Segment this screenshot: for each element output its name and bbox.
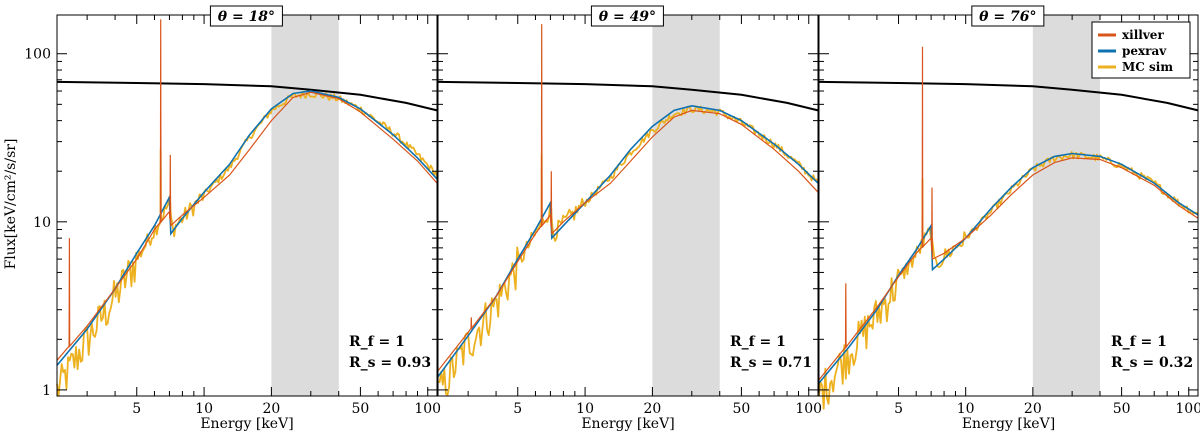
- annotation-rf: R_f = 1: [349, 334, 405, 350]
- incident-spectrum-line: [818, 80, 1199, 112]
- y-tick-label: 1: [42, 383, 51, 399]
- x-tick-label: 100: [414, 401, 441, 417]
- x-axis-label: Energy [keV]: [962, 416, 1055, 432]
- y-tick-label: 100: [24, 47, 51, 63]
- x-axis-label: Energy [keV]: [581, 416, 674, 432]
- legend-label-pexrav: pexrav: [1122, 44, 1167, 58]
- x-tick-label: 100: [1175, 401, 1200, 417]
- series-pexrav: [437, 104, 819, 378]
- x-tick-label: 5: [513, 401, 522, 417]
- annotation-rf: R_f = 1: [1111, 334, 1167, 350]
- y-tick-label: 10: [33, 215, 51, 231]
- series-mc-sim: [437, 105, 819, 396]
- annotation-rf: R_f = 1: [730, 334, 786, 350]
- x-tick-label: 20: [262, 401, 280, 417]
- legend: xillver pexrav MC sim: [1091, 21, 1191, 79]
- x-tick-label: 10: [576, 401, 594, 417]
- x-tick-label: 10: [957, 401, 975, 417]
- shaded-band: [1032, 15, 1100, 396]
- shaded-band: [271, 15, 339, 396]
- panel-title-box: θ = 18°: [209, 5, 283, 27]
- x-tick-label: 20: [1024, 401, 1042, 417]
- annotation-rs: R_s = 0.71: [730, 355, 812, 371]
- panel-theta-18: 5 10 20 50 100 1 10 100 θ = 18° R_f = 1 R_s = 0…: [24, 5, 441, 432]
- incident-spectrum-line: [437, 80, 819, 112]
- x-tick-label: 100: [795, 401, 822, 417]
- panel-title: θ = 18°: [218, 9, 275, 25]
- annotation-rs: R_s = 0.32: [1111, 355, 1193, 371]
- x-tick-label: 50: [351, 401, 369, 417]
- x-tick-label: 5: [132, 401, 141, 417]
- series-xillver: [818, 46, 1199, 381]
- legend-label-xillver: xillver: [1122, 28, 1164, 42]
- panel-title: θ = 49°: [599, 9, 656, 25]
- panel-title: θ = 76°: [979, 9, 1036, 25]
- panel-title-box: θ = 76°: [971, 5, 1045, 27]
- panel-title-box: θ = 49°: [590, 5, 664, 27]
- series-pexrav: [56, 90, 438, 366]
- panel-theta-49: 5 10 20 50 100 θ = 49° R_f = 1 R_s = 0.71 En…: [437, 5, 822, 432]
- series-pexrav: [818, 152, 1199, 384]
- annotation-rs: R_s = 0.93: [349, 355, 431, 371]
- x-tick-label: 5: [894, 401, 903, 417]
- x-tick-label: 50: [1113, 401, 1131, 417]
- x-tick-label: 50: [732, 401, 750, 417]
- x-tick-label: 20: [643, 401, 661, 417]
- legend-label-mc-sim: MC sim: [1122, 60, 1173, 74]
- incident-spectrum-line: [56, 80, 438, 112]
- x-axis-label: Energy [keV]: [200, 416, 293, 432]
- y-axis-label: Flux[keV/cm²/s/sr]: [3, 139, 19, 270]
- panel-theta-76: 5 10 20 50 100 θ = 76° R_f = 1 R_s = 0.32 En…: [818, 5, 1200, 432]
- series-xillver: [437, 24, 819, 372]
- series-xillver: [56, 19, 438, 361]
- shaded-band: [652, 15, 720, 396]
- x-tick-label: 10: [195, 401, 213, 417]
